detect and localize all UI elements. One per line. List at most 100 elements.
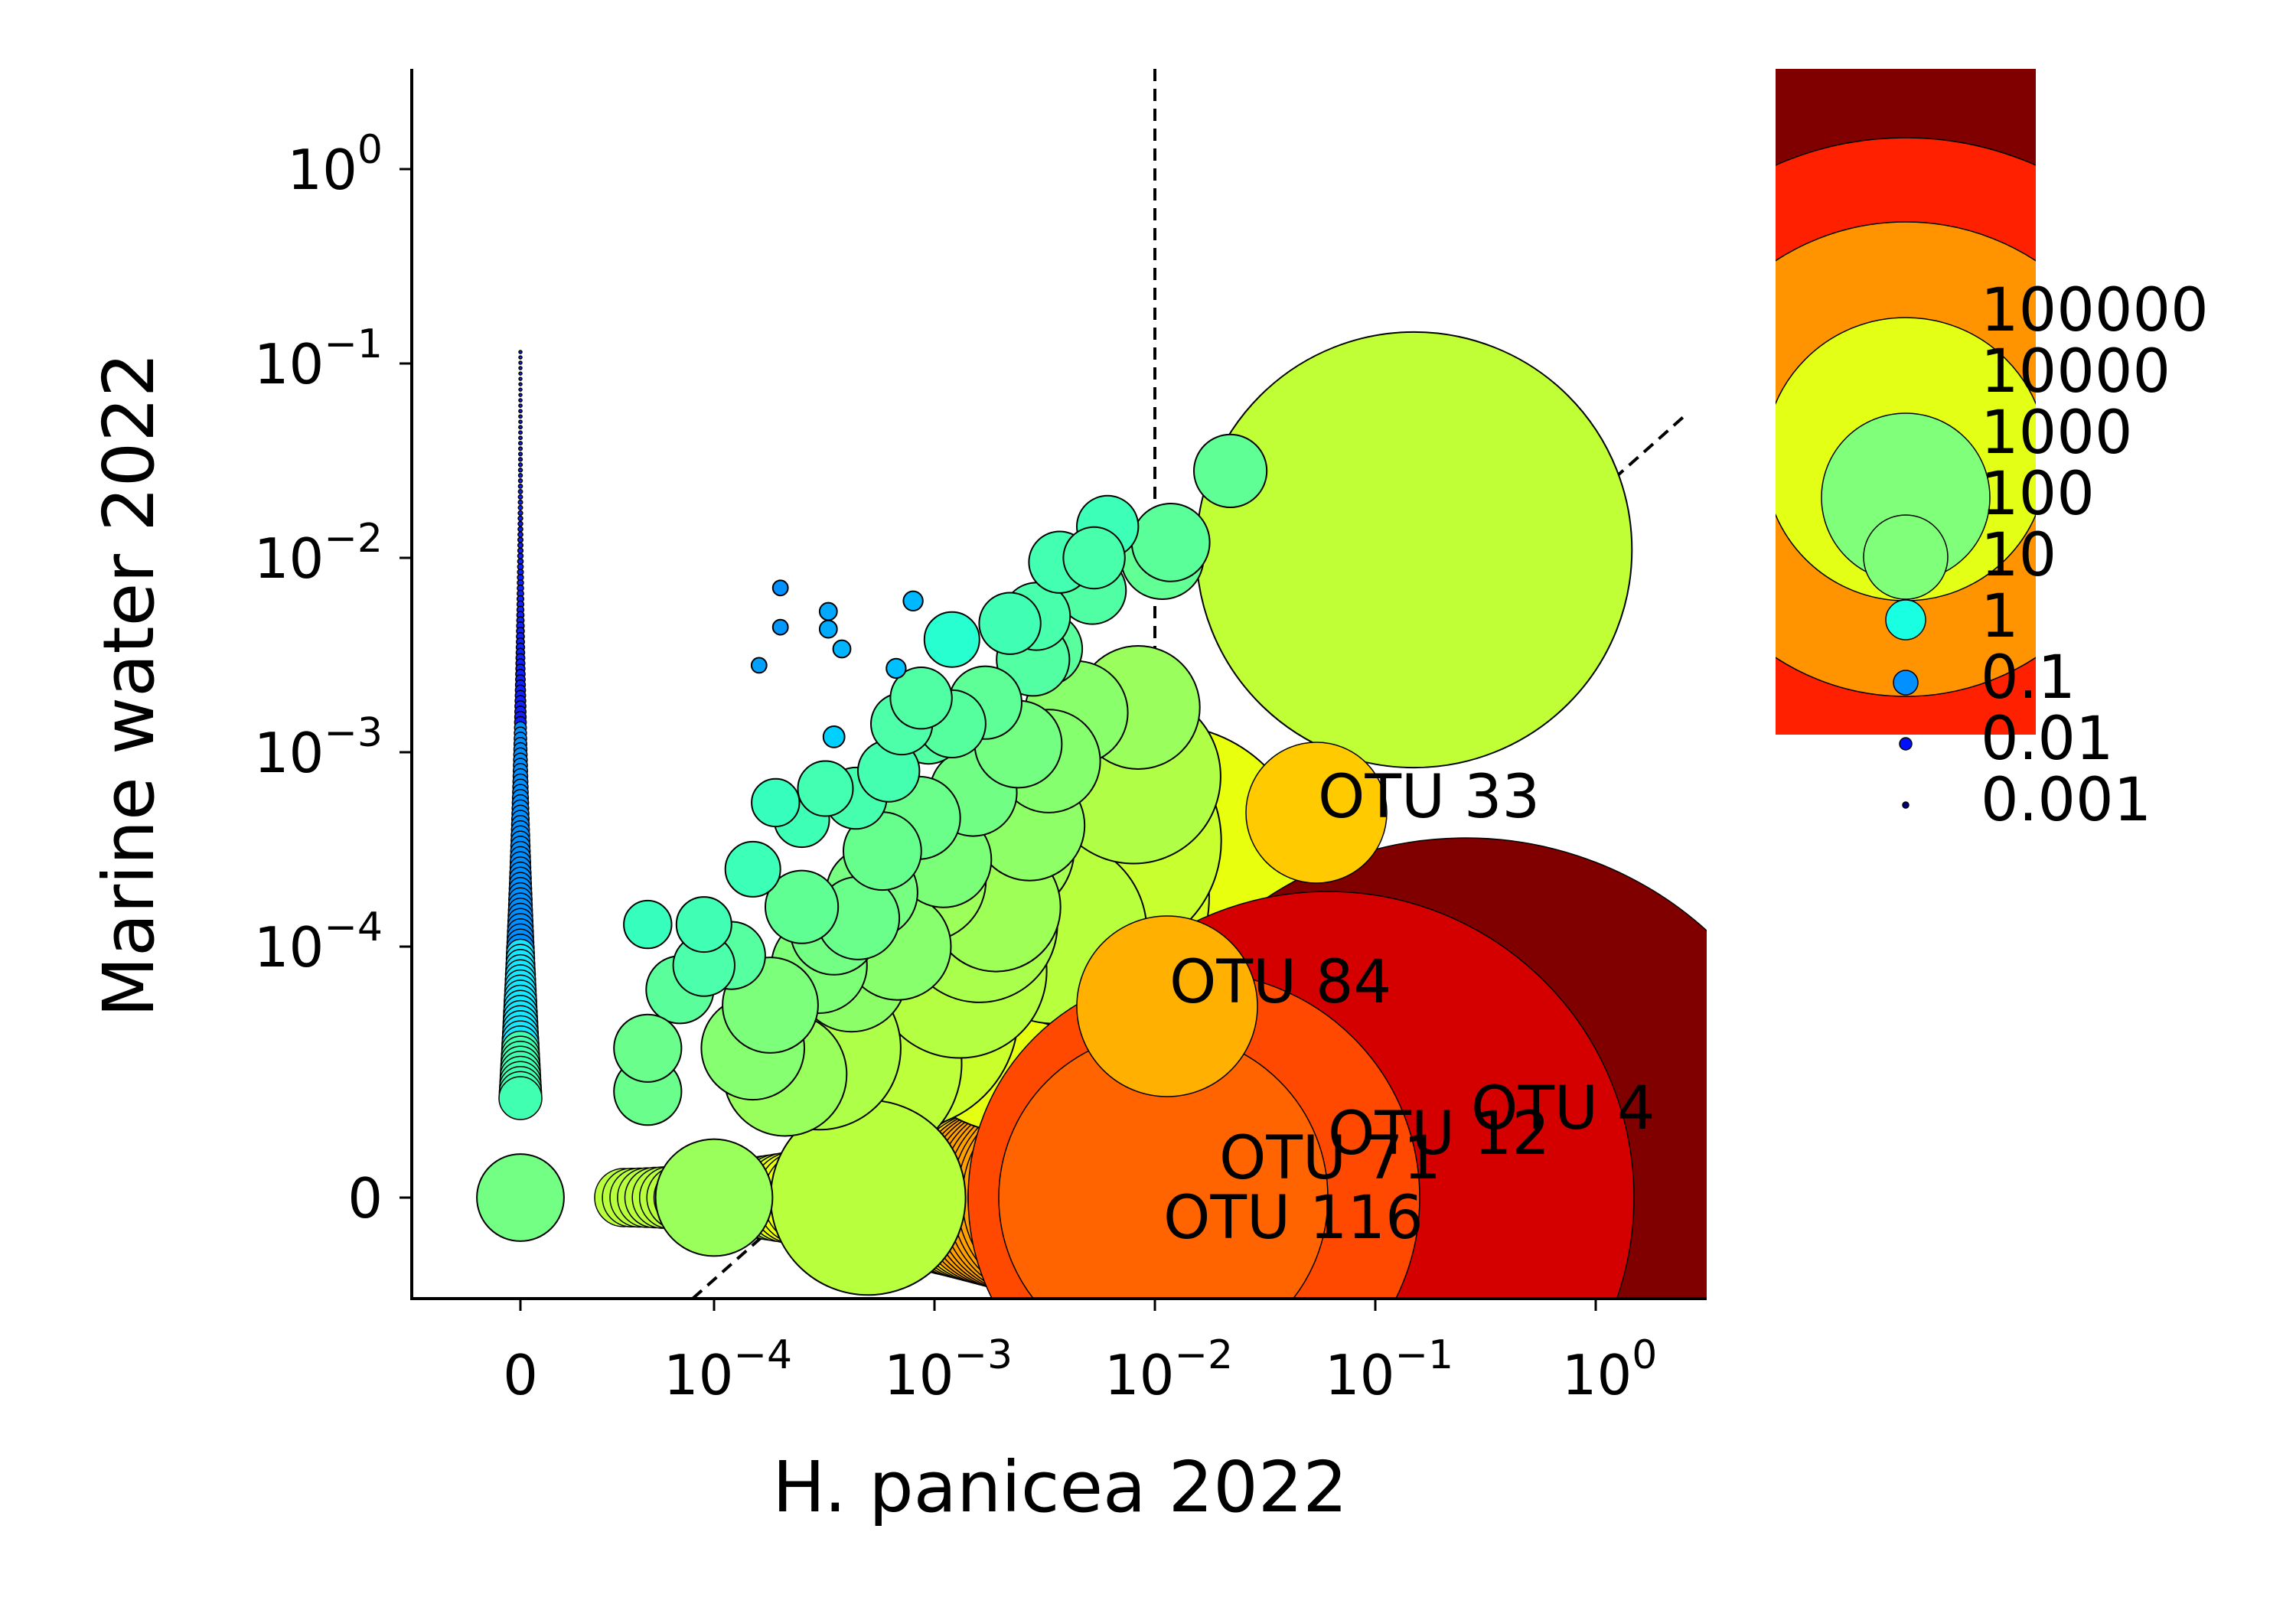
zero-stack-point [517,462,523,468]
tick-label: 10−2 [1104,1332,1233,1407]
zero-stack-point [517,515,523,522]
tick-label: 10−4 [664,1332,792,1407]
data-points [476,331,1633,1296]
zero-stack-point [517,547,524,554]
scatter-point [750,657,768,674]
y-axis-ticks: 0 10−4 10−3 10−2 10−1 100 [254,127,412,1231]
zero-stack-point [517,531,523,538]
legend-label: 0.1 [1981,644,2076,712]
scatter-point [1130,503,1211,582]
scatter-point [797,760,854,817]
legend-label: 0.001 [1981,766,2151,835]
zero-x-point-stack [498,350,543,1120]
zero-stack-point [518,430,523,435]
legend-label: 0.01 [1981,705,2114,774]
scatter-point [1062,526,1126,590]
legend-marker [1902,801,1910,809]
scatter-point [978,592,1042,655]
scatter-point [885,657,907,680]
legend-label: 1000 [1981,399,2133,468]
zero-stack-point [517,553,524,559]
scatter-point [1193,433,1268,509]
scatter-point [818,601,838,621]
scatter-point [771,618,789,636]
scatter-point [751,777,801,828]
zero-stack-point [498,1076,543,1120]
zero-stack-point [517,558,524,565]
zero-stack-point [517,484,523,489]
tick-label: 10−1 [254,321,383,396]
zero-stack-point [517,441,523,446]
scatter-point [765,869,840,944]
zero-stack-point [517,520,523,527]
point-annotation: OTU 84 [1169,948,1391,1017]
zero-stack-point [517,542,524,549]
labeled-points [967,742,1707,1299]
zero-stack-point [518,382,523,386]
tick-label: 0 [503,1343,538,1407]
zero-stack-point [518,387,523,392]
point-annotation: OTU 71 [1219,1124,1441,1193]
zero-stack-point [518,425,523,430]
scatter-point [476,1153,565,1242]
zero-stack-point [517,488,523,494]
zero-stack-point [517,526,523,533]
zero-stack-point [517,499,523,505]
zero-stack-point [518,398,523,403]
tick-label: 10−4 [254,905,383,980]
y-axis-title: Marine water 2022 [88,353,170,1018]
scatter-point [771,579,789,597]
zero-stack-point [518,360,523,365]
scatter-point [832,639,852,659]
x-axis-title: H. panicea 2022 [772,1446,1348,1528]
point-annotation: OTU 4 [1471,1074,1655,1143]
scatter-point [613,1013,683,1083]
zero-stack-point [517,536,524,543]
zero-stack-point [517,510,523,517]
zero-stack-point [517,504,523,510]
scatter-point [889,667,953,730]
zero-stack-point [517,473,523,478]
scatter-point [1195,331,1633,769]
tick-label: 10−3 [254,710,383,785]
zero-stack-point [518,393,523,397]
zero-stack-point [517,451,523,457]
point-annotation: OTU 12 [1328,1100,1550,1169]
legend-marker [1863,514,1949,600]
legend-marker [1899,737,1913,751]
scatter-point [654,1138,774,1257]
scatter-point [675,896,732,953]
zero-stack-point [518,409,523,414]
tick-label: 10−1 [1325,1332,1453,1407]
legend-marker [1885,599,1926,641]
legend-label: 100 [1981,460,2095,529]
zero-stack-point [518,403,523,408]
zero-stack-point [518,371,523,376]
legend-markers [1863,514,1949,809]
axes [410,69,1707,1300]
point-annotation: OTU 116 [1163,1184,1424,1253]
zero-stack-point [518,414,523,419]
legend-label: 1 [1981,582,2019,651]
scatter-point [902,590,924,611]
legend-label: 10000 [1981,337,2170,406]
zero-stack-point [518,435,523,441]
zero-stack-point [518,376,523,381]
labeled-point [1076,915,1258,1097]
zero-stack-point [518,419,523,425]
tick-label: 100 [287,127,383,202]
scatter-point [923,611,980,668]
legend-label: 100000 [1981,276,2209,345]
zero-stack-point [518,350,523,354]
legend-color-strip [1776,69,2036,735]
zero-stack-point [518,355,523,360]
tick-label: 100 [1562,1332,1658,1407]
labeled-point [1245,742,1388,884]
x-axis-ticks: 0 10−4 10−3 10−2 10−1 100 [503,1299,1657,1407]
scatter-point [818,619,838,639]
zero-stack-point [517,446,523,451]
zero-stack-point [517,468,523,473]
